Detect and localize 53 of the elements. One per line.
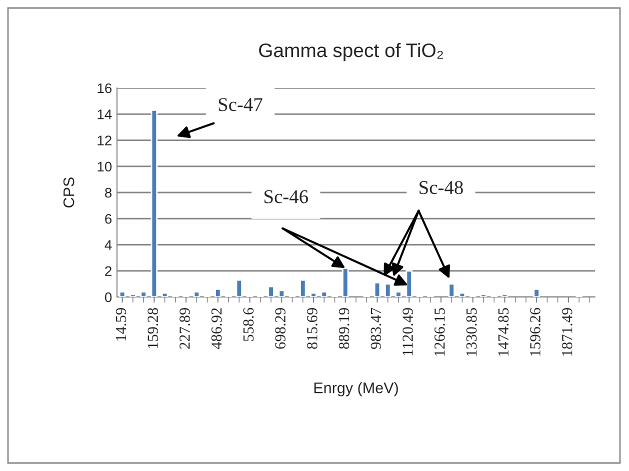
bar xyxy=(342,268,349,297)
x-tick-label: 698.29 xyxy=(275,308,286,349)
y-tick-label: 16 xyxy=(98,83,112,94)
y-tick-label: 2 xyxy=(105,266,112,276)
bar xyxy=(533,288,540,297)
x-tick-label: 1474.85 xyxy=(498,308,509,356)
y-tick-label: 6 xyxy=(105,214,112,224)
x-tick-label: 815.69 xyxy=(307,308,318,349)
y-axis-title: CPS xyxy=(63,177,74,208)
y-tick-label: 14 xyxy=(98,110,112,120)
annotation: Sc-47 xyxy=(218,98,262,112)
y-tick-label: 8 xyxy=(105,188,112,198)
bar xyxy=(480,294,487,297)
bar xyxy=(161,292,168,297)
bar xyxy=(406,270,412,297)
y-tick-label: 4 xyxy=(104,240,112,250)
bar xyxy=(384,283,392,297)
x-axis-title: Enrgy (MeV) xyxy=(314,382,398,396)
bar xyxy=(268,286,274,297)
x-tick-label: 1266.15 xyxy=(434,308,445,356)
bar xyxy=(236,279,243,297)
bar xyxy=(310,292,317,297)
x-tick-label: 1120.49 xyxy=(402,308,413,356)
bar xyxy=(118,291,126,297)
y-tick-label: 12 xyxy=(98,136,112,146)
x-tick-label: 983.47 xyxy=(370,308,382,349)
annotation: Sc-46 xyxy=(264,190,308,204)
bar xyxy=(501,294,508,297)
x-tick-label: 889.19 xyxy=(338,308,350,349)
bar xyxy=(448,283,455,297)
x-tick-label: 227.89 xyxy=(180,308,190,349)
x-tick-label: 159.28 xyxy=(148,308,158,348)
x-tick-label: 1330.85 xyxy=(466,308,477,356)
bar xyxy=(395,291,402,297)
bar xyxy=(193,291,200,297)
y-tick-label: 10 xyxy=(98,162,112,172)
bar xyxy=(320,291,328,297)
bar xyxy=(278,290,285,297)
annotation: Sc-48 xyxy=(420,180,463,194)
bar xyxy=(150,110,158,297)
x-tick-label: 486.92 xyxy=(211,308,222,350)
x-tick-label: 1871.49 xyxy=(562,308,572,356)
x-tick-label: 558.6 xyxy=(243,308,254,341)
bar xyxy=(130,294,136,297)
bar xyxy=(374,282,381,297)
y-tick-label: 0 xyxy=(104,292,112,302)
bar xyxy=(214,288,222,297)
bar xyxy=(140,291,147,297)
bar xyxy=(458,292,466,297)
x-tick-label: 14.59 xyxy=(116,308,126,340)
chart-title: Gamma spect of TiO₂ xyxy=(259,42,443,62)
bar xyxy=(300,279,306,297)
x-tick-label: 1596.26 xyxy=(530,308,540,356)
